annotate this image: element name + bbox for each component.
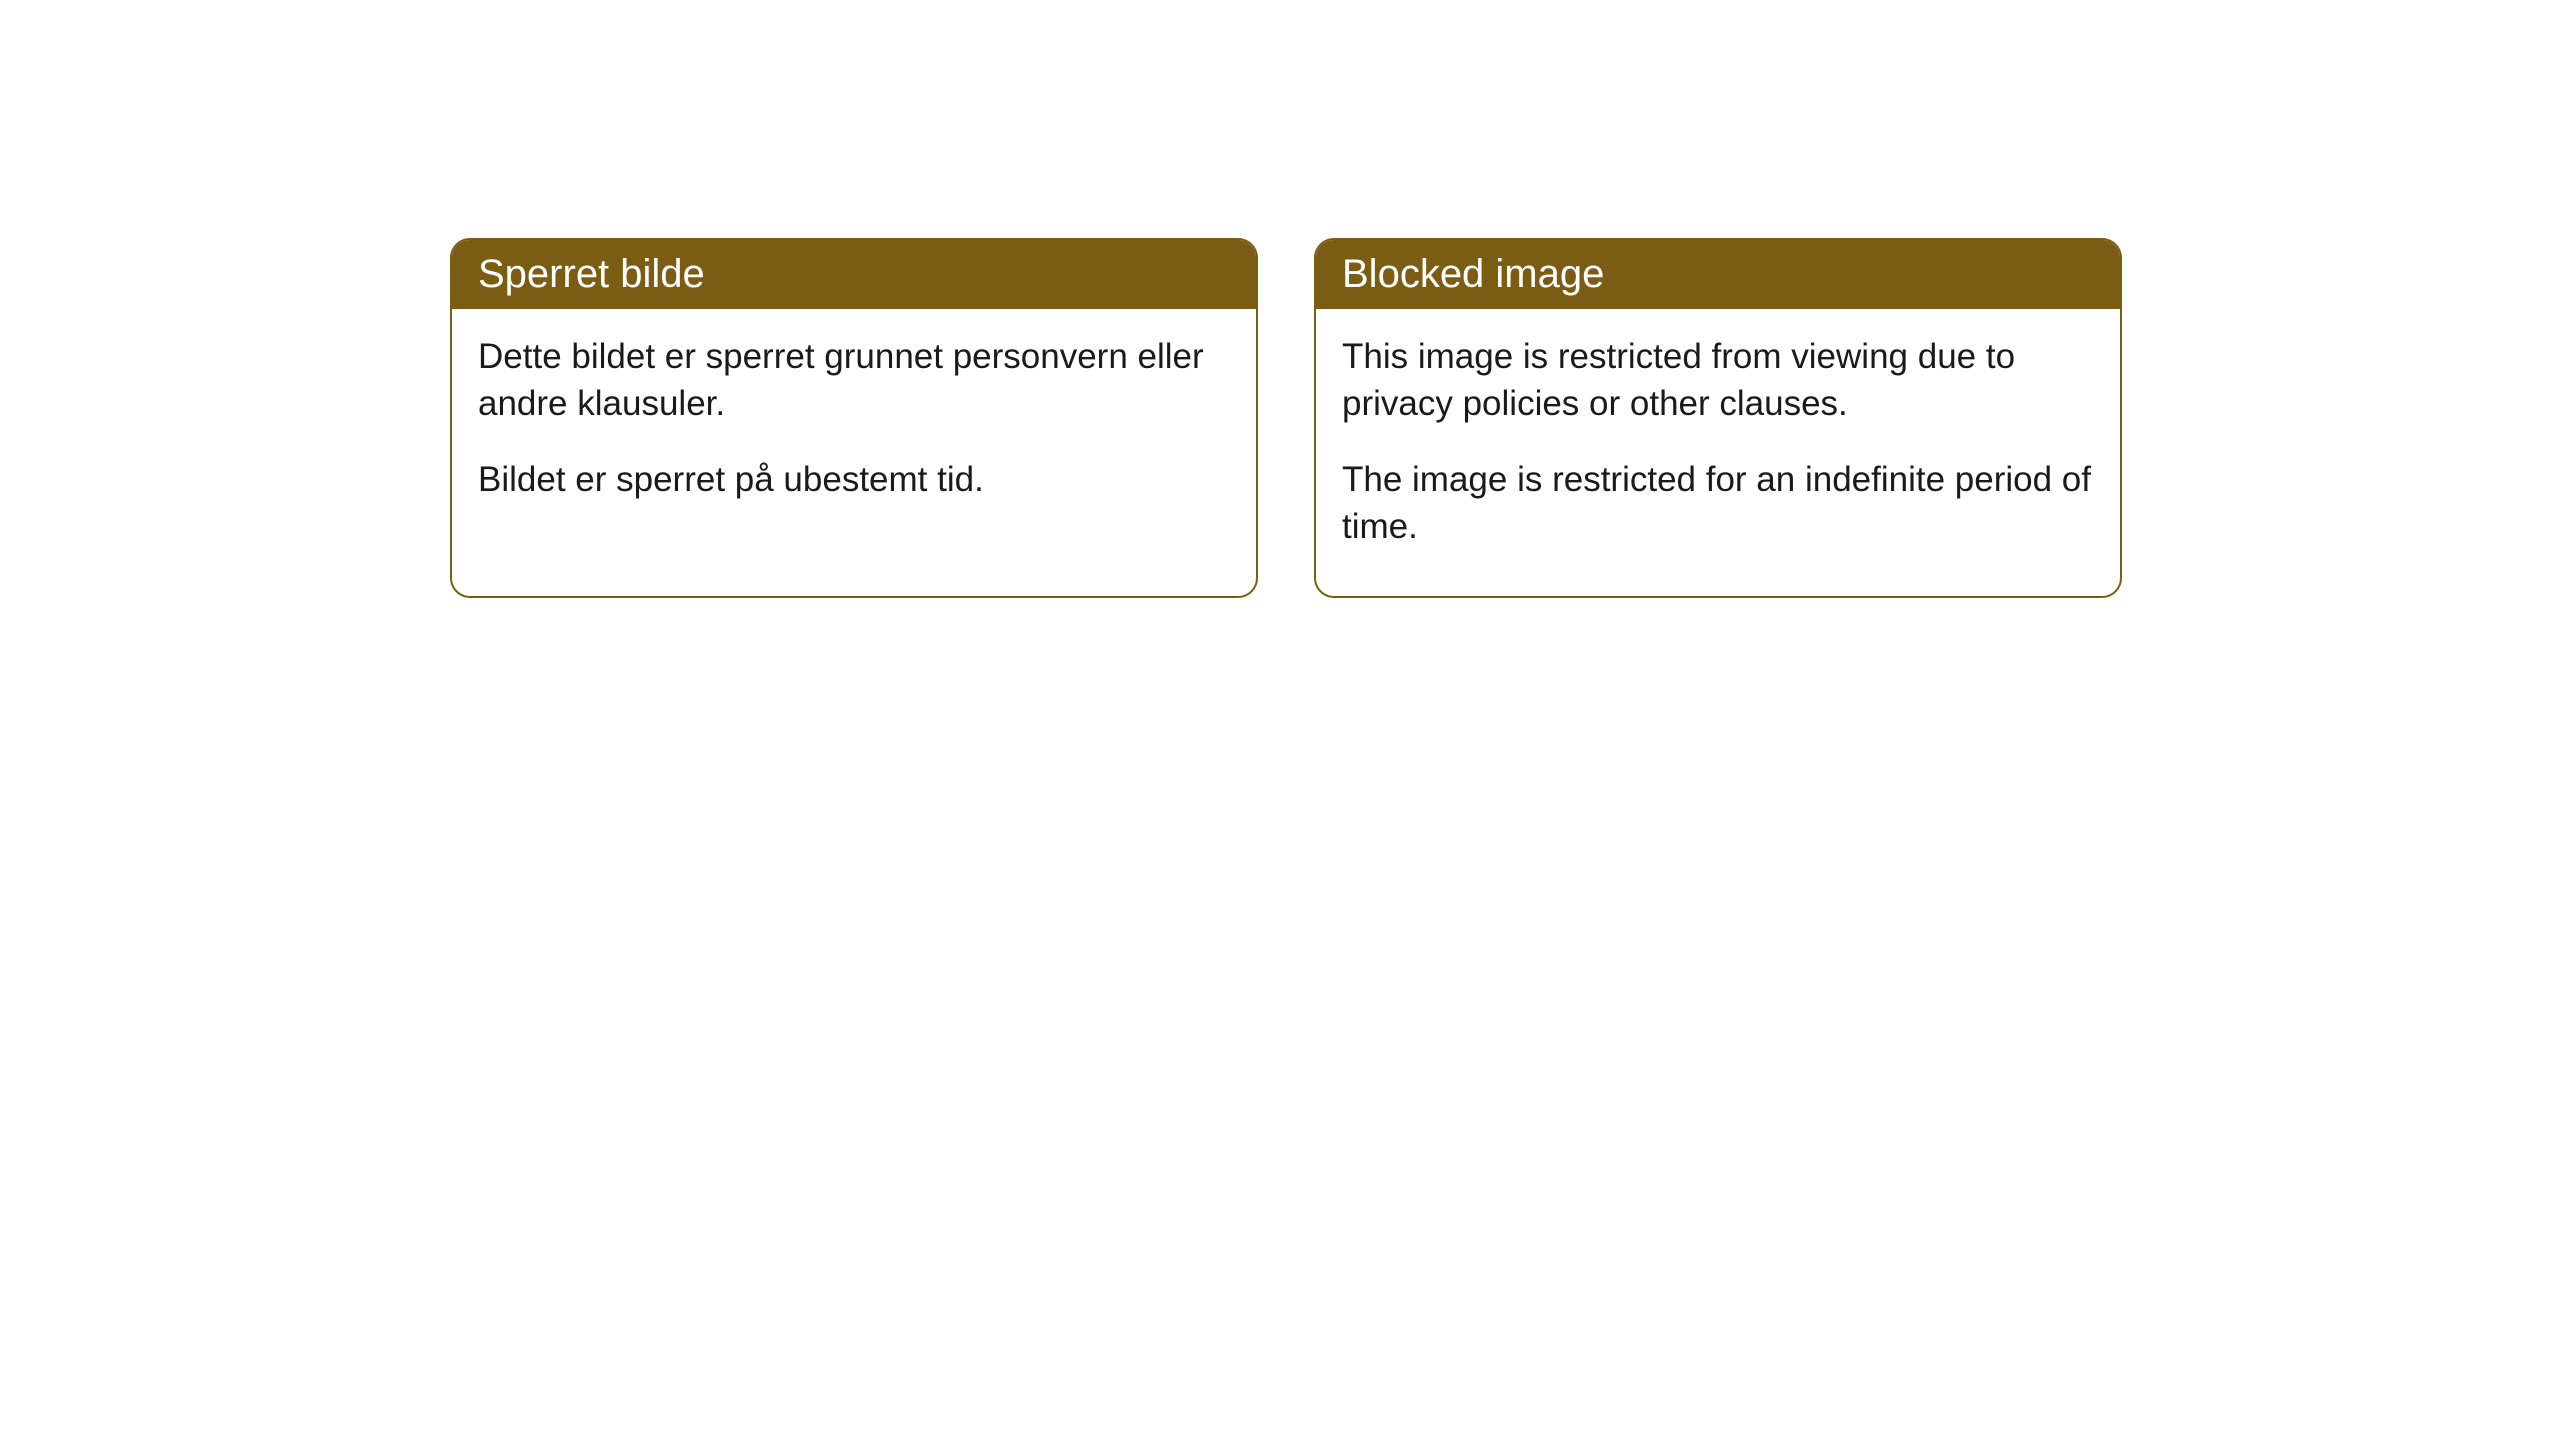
notice-title: Sperret bilde [478,252,705,296]
notice-card-body: Dette bildet er sperret grunnet personve… [452,309,1256,549]
notice-card-header: Blocked image [1316,240,2120,309]
notice-card-english: Blocked image This image is restricted f… [1314,238,2122,598]
notice-card-norwegian: Sperret bilde Dette bildet er sperret gr… [450,238,1258,598]
notice-paragraph: The image is restricted for an indefinit… [1342,456,2094,551]
notice-card-body: This image is restricted from viewing du… [1316,309,2120,596]
notice-paragraph: Dette bildet er sperret grunnet personve… [478,333,1230,428]
notice-container: Sperret bilde Dette bildet er sperret gr… [450,238,2122,598]
notice-paragraph: This image is restricted from viewing du… [1342,333,2094,428]
notice-card-header: Sperret bilde [452,240,1256,309]
notice-paragraph: Bildet er sperret på ubestemt tid. [478,456,1230,503]
notice-title: Blocked image [1342,252,1604,296]
